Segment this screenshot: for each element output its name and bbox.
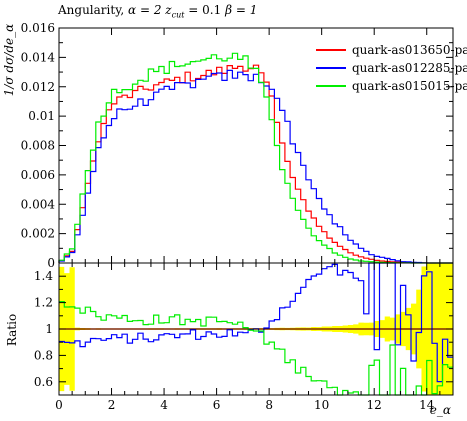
xtick-label: 2 <box>108 398 116 412</box>
ratio-ytick-label: 1.2 <box>34 296 53 310</box>
ratio-ytick-label: 0.6 <box>34 375 53 389</box>
series-line-quark-as013650-pa <box>58 64 453 264</box>
main-ytick-label: 0.006 <box>21 168 55 182</box>
ratio-line-quark-as015015-pa <box>59 301 453 396</box>
ratio-ytick-label: 0.8 <box>34 348 53 362</box>
main-ylabel: 1/σ dσ/de_α <box>2 24 16 97</box>
main-ytick-label: 0.004 <box>21 197 56 211</box>
xtick-label: 14 <box>419 398 435 412</box>
xtick-label: 4 <box>160 398 168 412</box>
title-zcut-val: = 0.1 <box>188 3 222 17</box>
title-zcut: z <box>165 3 172 17</box>
main-ytick-label: 0.016 <box>21 21 55 35</box>
legend-label-quark-as013650-pa: quark-as013650-pa <box>352 43 467 57</box>
chart-title: Angularity, α = 2 zcut = 0.1 β = 1 <box>58 3 257 19</box>
ratio-ylabel: Ratio <box>5 314 19 346</box>
xtick-label: 8 <box>265 398 273 412</box>
xlabel: e_α <box>430 403 451 417</box>
title-alpha: α = 2 <box>128 3 162 17</box>
legend-label-quark-as015015-pa: quark-as015015-pa <box>352 79 467 93</box>
main-ytick-label: 0 <box>47 256 55 270</box>
main-ytick-label: 0.012 <box>21 80 55 94</box>
xtick-label: 12 <box>367 398 382 412</box>
series-layer <box>58 52 453 396</box>
series-line-quark-as015015-pa <box>58 52 453 264</box>
xtick-label: 0 <box>55 398 63 412</box>
legend-label-quark-as012285-pa: quark-as012285-pa <box>352 61 467 75</box>
main-ytick-label: 0.008 <box>21 139 55 153</box>
title-zcut-sub: cut <box>171 10 185 20</box>
title-prefix: Angularity, <box>58 3 125 17</box>
main-ytick-label: 0.01 <box>28 109 55 123</box>
axes-layer: 0 0.002 0.004 0.006 0.008 0.01 0.012 0.014 0.016… <box>2 21 454 417</box>
ratio-ytick-label: 1.4 <box>34 269 53 283</box>
series-line-quark-as012285-pa <box>58 69 453 264</box>
main-ytick-label: 0.002 <box>21 227 55 241</box>
xtick-label: 10 <box>314 398 329 412</box>
xtick-label: 6 <box>213 398 221 412</box>
title-beta: β = 1 <box>225 3 258 17</box>
main-ytick-label: 0.014 <box>21 50 56 64</box>
legend: quark-as013650-pa quark-as012285-pa quark-… <box>316 43 467 93</box>
ratio-ytick-label: 1 <box>45 322 53 336</box>
